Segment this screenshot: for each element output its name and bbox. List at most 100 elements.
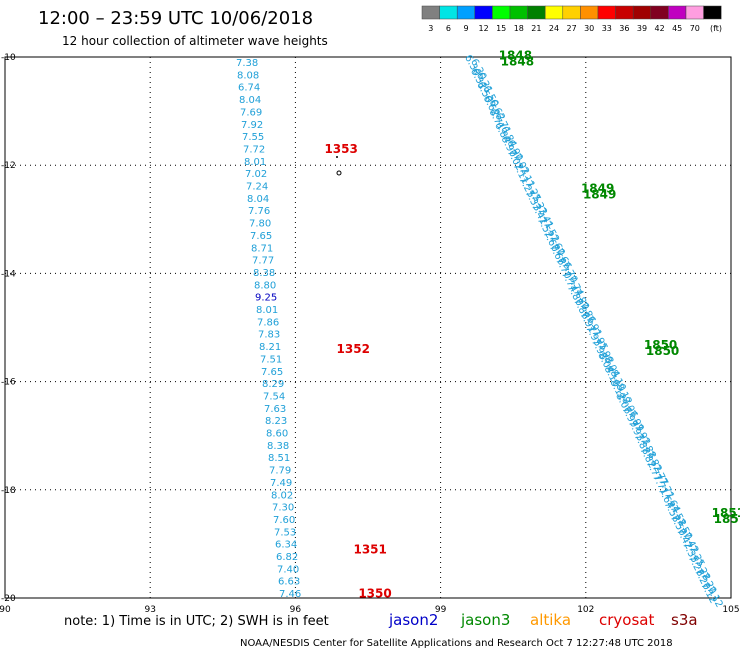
- time-label: 1848: [499, 49, 532, 63]
- time-label: 1352: [337, 342, 370, 356]
- y-tick-label: -10: [1, 53, 16, 63]
- swh-value-label: 9.25: [255, 293, 277, 304]
- time-label: 1850: [646, 344, 679, 358]
- time-label: 1353: [324, 142, 357, 156]
- time-label: 1850: [644, 338, 677, 352]
- note-text: note: 1) Time is in UTC; 2) SWH is in fe…: [64, 614, 329, 629]
- legend-label: 15: [496, 24, 506, 33]
- legend-swatch: [544, 5, 564, 20]
- satellite-jason2: jason2: [388, 611, 438, 629]
- swh-value-label: 6.74: [238, 83, 260, 94]
- legend-swatch: [456, 5, 476, 20]
- swh-value-label: 7.76: [248, 206, 270, 217]
- time-label: 1351: [353, 542, 386, 556]
- legend-unit: (ft): [710, 24, 722, 33]
- swh-value-label: 8.51: [268, 453, 290, 464]
- swh-value-label: 7.46: [279, 589, 301, 600]
- legend-label: 3: [428, 24, 433, 33]
- satellite-cryosat: cryosat: [599, 611, 654, 629]
- swh-value-label: 7.55: [242, 132, 264, 143]
- plot-frame: [4, 56, 732, 599]
- swh-value-label: 8.60: [266, 429, 288, 440]
- legend-swatch: [474, 5, 493, 20]
- chart-subtitle: 12 hour collection of altimeter wave hei…: [62, 34, 328, 48]
- x-tick-label: 96: [290, 605, 302, 615]
- time-label: 1350: [358, 587, 391, 601]
- time-label: 1849: [581, 181, 614, 195]
- swh-value-label: 7.30: [272, 503, 294, 514]
- y-tick-label: -12: [1, 161, 16, 171]
- swh-value-label: 7.63: [264, 404, 286, 415]
- swh-value-label: 7.54: [263, 391, 285, 402]
- x-tick-label: 102: [577, 605, 594, 615]
- grid: [5, 57, 731, 598]
- legend-swatch: [580, 5, 599, 20]
- legend-label: 70: [690, 24, 700, 33]
- swh-value-label: 8.71: [251, 243, 273, 254]
- legend-label: 21: [531, 24, 541, 33]
- series-cryosat: 7.388.086.748.047.697.927.557.728.017.02…: [236, 58, 392, 601]
- legend-swatch: [421, 5, 440, 20]
- swh-value-label: 7.65: [250, 231, 272, 242]
- legend-swatch: [615, 5, 634, 20]
- swh-value-label: 7.77: [252, 256, 274, 267]
- legend-swatch: [668, 5, 687, 20]
- x-tick-label: 99: [435, 605, 447, 615]
- legend-swatch: [439, 5, 458, 20]
- island-dot: [336, 170, 342, 176]
- swh-value-label: 7.02: [245, 169, 267, 180]
- satellite-jason3: jason3: [460, 611, 510, 629]
- swh-value-label: 6.82: [276, 552, 298, 563]
- swh-value-label: 7.92: [241, 120, 263, 131]
- swh-value-label: 8.01: [244, 157, 266, 168]
- island-dot: [336, 156, 338, 158]
- swh-value-label: 6.63: [278, 577, 300, 588]
- swh-value-label: 8.02: [271, 490, 293, 501]
- satellite-s3a: s3a: [671, 611, 698, 629]
- swh-value-label: 8.80: [254, 280, 276, 291]
- swh-value-label: 7.49: [270, 478, 292, 489]
- x-tick-label: 105: [722, 605, 739, 615]
- legend-swatch: [562, 5, 581, 20]
- legend-label: 12: [479, 24, 489, 33]
- legend-swatch: [509, 5, 528, 20]
- time-label: 1848: [501, 55, 534, 69]
- legend-label: 30: [584, 24, 594, 33]
- legend-swatch: [492, 5, 511, 20]
- swh-value-label: 8.08: [237, 70, 259, 81]
- legend-label: 36: [619, 24, 629, 33]
- swh-value-label: 7.53: [274, 527, 296, 538]
- legend-label: 42: [655, 24, 665, 33]
- legend-label: 39: [637, 24, 647, 33]
- swh-value-label: 8.01: [256, 305, 278, 316]
- swh-value-label: 8.04: [247, 194, 269, 205]
- chart-title: 12:00 – 23:59 UTC 10/06/2018: [38, 8, 313, 29]
- swh-value-label: 7.65: [261, 367, 283, 378]
- y-tick-label: -20: [1, 594, 16, 604]
- legend-swatch: [597, 5, 616, 20]
- x-tick-label: 93: [144, 605, 155, 615]
- swh-value-label: 8.38: [253, 268, 275, 279]
- legend-swatch: [527, 5, 546, 20]
- legend-label: 27: [567, 24, 577, 33]
- swh-value-label: 7.51: [260, 354, 282, 365]
- footer-credit: NOAA/NESDIS Center for Satellite Applica…: [240, 638, 673, 649]
- legend-swatch: [685, 5, 704, 20]
- swh-value-label: 8.29: [262, 379, 284, 390]
- color-legend: 3 6 9 12 15 18 21 24 27 30 33 36 39 42 45 70 (ft): [421, 5, 722, 33]
- swh-value-label: 7.86: [257, 317, 279, 328]
- swh-value-label: 7.83: [258, 330, 280, 341]
- swh-value-label: 7.72: [243, 144, 265, 155]
- swh-value-label: 8.21: [259, 342, 281, 353]
- satellite-altika: altika: [530, 611, 571, 629]
- island-marker: [336, 156, 342, 176]
- y-tick-label: -16: [1, 378, 16, 388]
- y-tick-label: -18: [1, 486, 16, 496]
- swh-value-label: 7.40: [277, 564, 299, 575]
- swh-value-label: 7.24: [246, 182, 268, 193]
- legend-label: 24: [549, 24, 559, 33]
- legend-label: 6: [446, 24, 451, 33]
